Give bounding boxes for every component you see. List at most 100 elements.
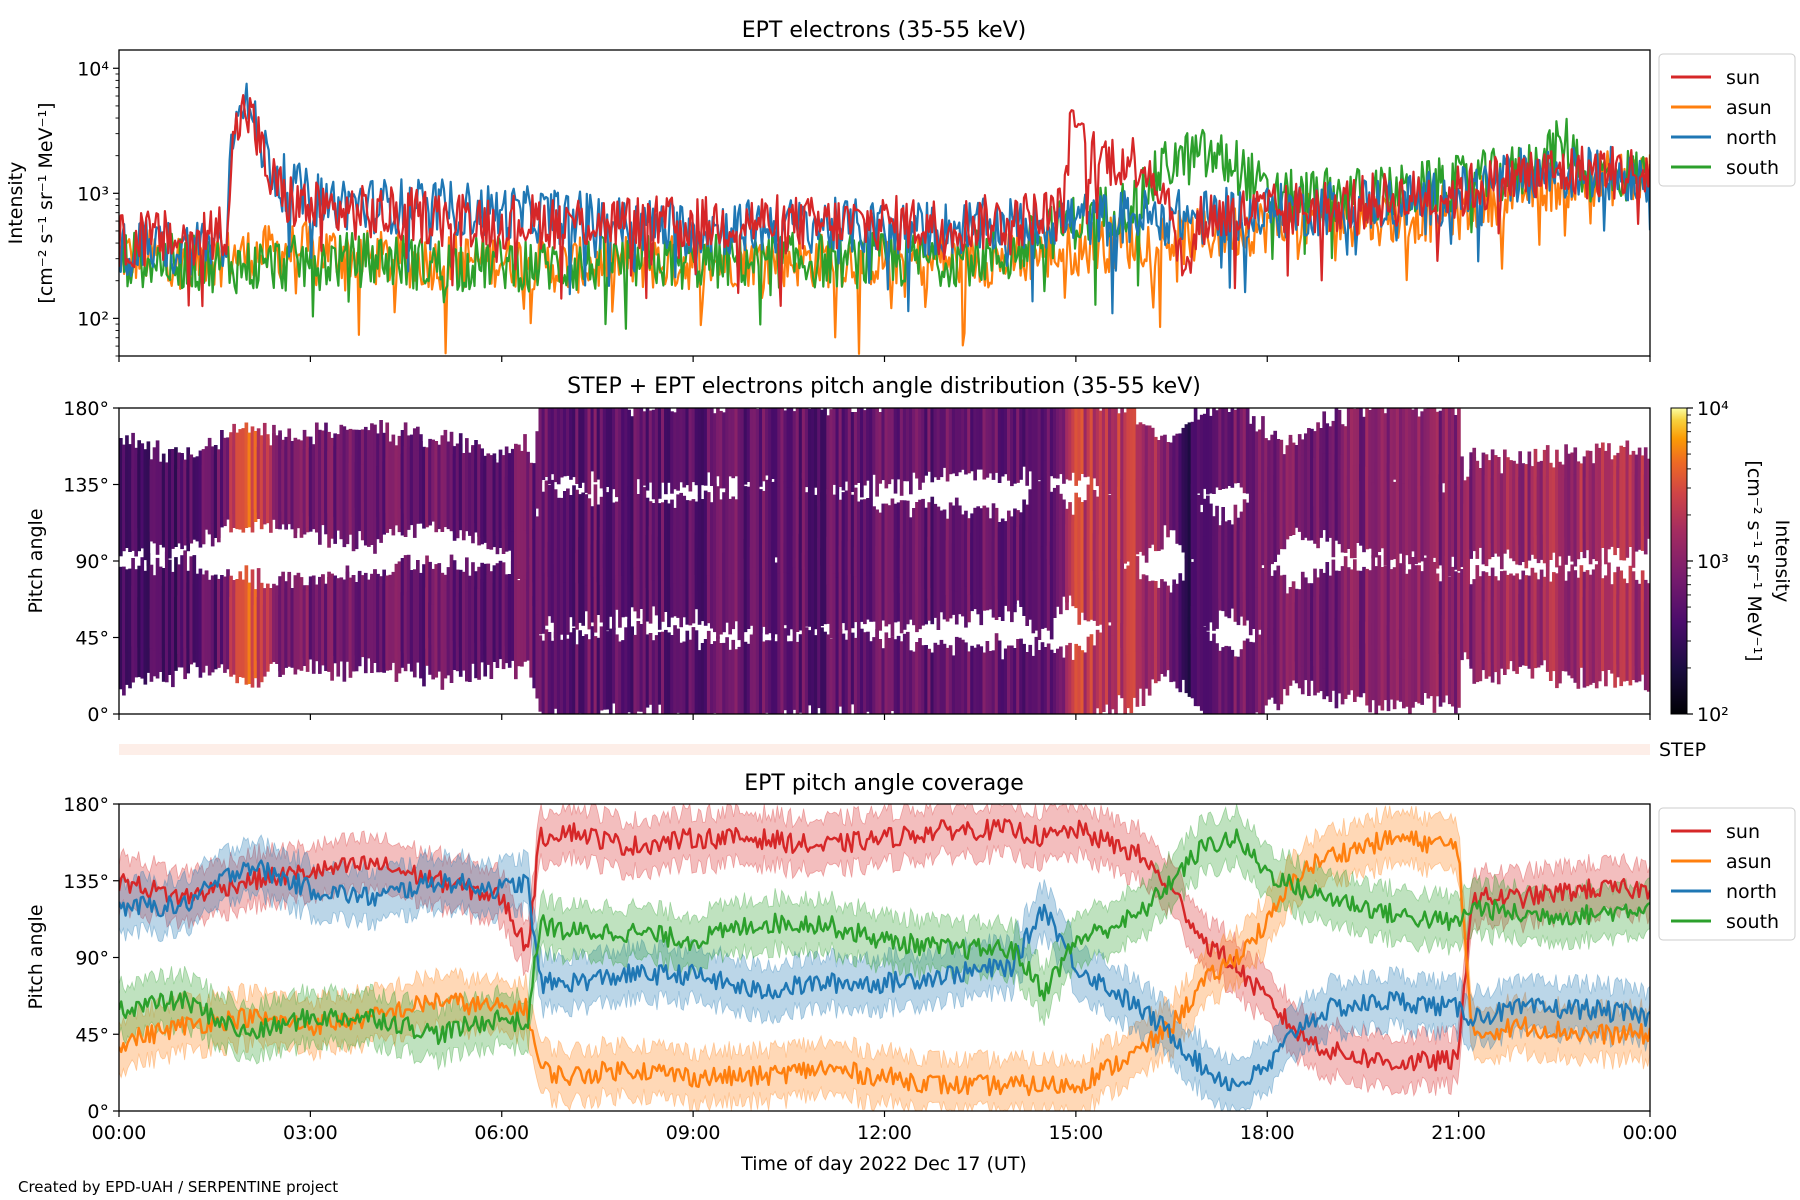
pad-cell <box>140 557 145 644</box>
pad-cell <box>719 410 723 489</box>
pad-cell <box>1405 618 1409 707</box>
pad-cell <box>630 485 635 575</box>
pad-cell <box>884 408 889 489</box>
pad-cell <box>948 645 953 714</box>
pad-cell <box>1230 649 1235 714</box>
pad-cell <box>256 597 261 688</box>
pad-cell <box>737 556 742 641</box>
pad-cell <box>1478 471 1483 546</box>
pad-cell <box>869 641 873 714</box>
pad-cell <box>1019 524 1023 607</box>
pad-cell <box>844 546 849 631</box>
pad-cell <box>1441 559 1446 645</box>
pad-cell <box>587 639 592 714</box>
pad-cell <box>1521 480 1526 562</box>
pad-cell <box>550 479 555 576</box>
colorbar <box>1670 407 1688 715</box>
intensity-ytick-label: 10⁴ <box>77 58 109 80</box>
pad-cell <box>835 537 840 636</box>
pad-cell <box>899 641 904 714</box>
pad-cell <box>633 408 638 498</box>
pad-cell <box>798 497 803 570</box>
pad-cell <box>967 518 971 595</box>
pad-cell <box>1251 492 1256 591</box>
pad-cell <box>1279 439 1284 538</box>
pad-cell <box>1294 445 1299 523</box>
pad-cell <box>1362 471 1366 553</box>
pad-cell <box>1490 478 1495 557</box>
pad-title: STEP + EPT electrons pitch angle distrib… <box>567 374 1201 399</box>
pad-cell <box>207 437 212 535</box>
pad-cell <box>768 557 772 634</box>
pad-cell <box>716 546 720 639</box>
pad-cell <box>397 579 402 674</box>
pad-cell <box>1349 467 1354 559</box>
pad-cell <box>406 591 411 664</box>
pad-cell <box>685 500 690 594</box>
pad-cell <box>458 592 463 677</box>
pad-cell <box>146 470 151 566</box>
pad-cell <box>1380 567 1385 652</box>
pad-cell <box>1258 634 1262 714</box>
pad-cell <box>596 637 601 714</box>
pad-cell <box>820 409 824 502</box>
pad-cell <box>1120 559 1124 648</box>
pad-cell <box>1616 466 1620 548</box>
pad-cell <box>207 579 212 663</box>
pad-cell <box>758 408 763 487</box>
pad-cell <box>651 409 656 500</box>
pad-cell <box>627 409 631 497</box>
pad-cell <box>1386 408 1391 482</box>
coverage-ytick-label: 180° <box>63 794 109 816</box>
pad-cell <box>1270 575 1274 657</box>
colorbar-label-line2: [cm⁻² s⁻¹ sr⁻¹ MeV⁻¹] <box>1743 460 1765 661</box>
pad-cell <box>936 408 941 480</box>
pad-cell <box>336 448 341 531</box>
pad-cell <box>238 599 243 677</box>
pad-cell <box>1423 621 1428 693</box>
pad-cell <box>1444 556 1449 652</box>
pad-cell <box>633 531 638 612</box>
pad-cell <box>192 555 197 654</box>
pad-cell <box>1343 605 1348 699</box>
pad-cell <box>1221 408 1225 489</box>
pad-cell <box>351 575 356 667</box>
pad-cell <box>514 482 518 572</box>
pad-cell <box>1025 530 1030 626</box>
pad-cell <box>314 584 319 659</box>
pad-cell <box>235 592 240 684</box>
pad-cell <box>1144 465 1149 563</box>
pad-cell <box>1429 554 1434 650</box>
pad-cell <box>994 633 999 714</box>
pad-cell <box>1196 628 1201 707</box>
pad-cell <box>186 570 191 649</box>
pad-cell <box>863 410 867 486</box>
pad-cell <box>771 408 775 479</box>
pad-cell <box>440 435 445 532</box>
pad-cell <box>706 408 711 473</box>
pad-cell <box>1561 474 1565 564</box>
pad-cell <box>575 644 579 714</box>
pad-cell <box>795 557 800 632</box>
pad-cell <box>1016 526 1020 601</box>
pad-cell <box>1307 583 1311 676</box>
pad-cell <box>1340 454 1345 553</box>
pad-cell <box>777 408 781 501</box>
pad-cell <box>709 644 714 714</box>
pad-cell <box>630 626 635 714</box>
pad-cell <box>1334 570 1339 648</box>
pad-cell <box>1356 570 1360 659</box>
pad-cell <box>1181 427 1186 507</box>
pad-cell <box>373 461 377 554</box>
pad-cell <box>1086 540 1091 622</box>
pad-cell <box>1025 408 1030 486</box>
pad-cell <box>1423 408 1428 490</box>
pad-cell <box>1040 546 1045 629</box>
pad-cell <box>1003 648 1008 714</box>
intensity-ytick-label: 10² <box>77 308 109 330</box>
pad-cell <box>1101 619 1106 712</box>
pad-cell <box>1031 542 1036 634</box>
pad-cell <box>504 446 509 529</box>
pad-cell <box>394 586 399 682</box>
pad-cell <box>1362 614 1366 694</box>
